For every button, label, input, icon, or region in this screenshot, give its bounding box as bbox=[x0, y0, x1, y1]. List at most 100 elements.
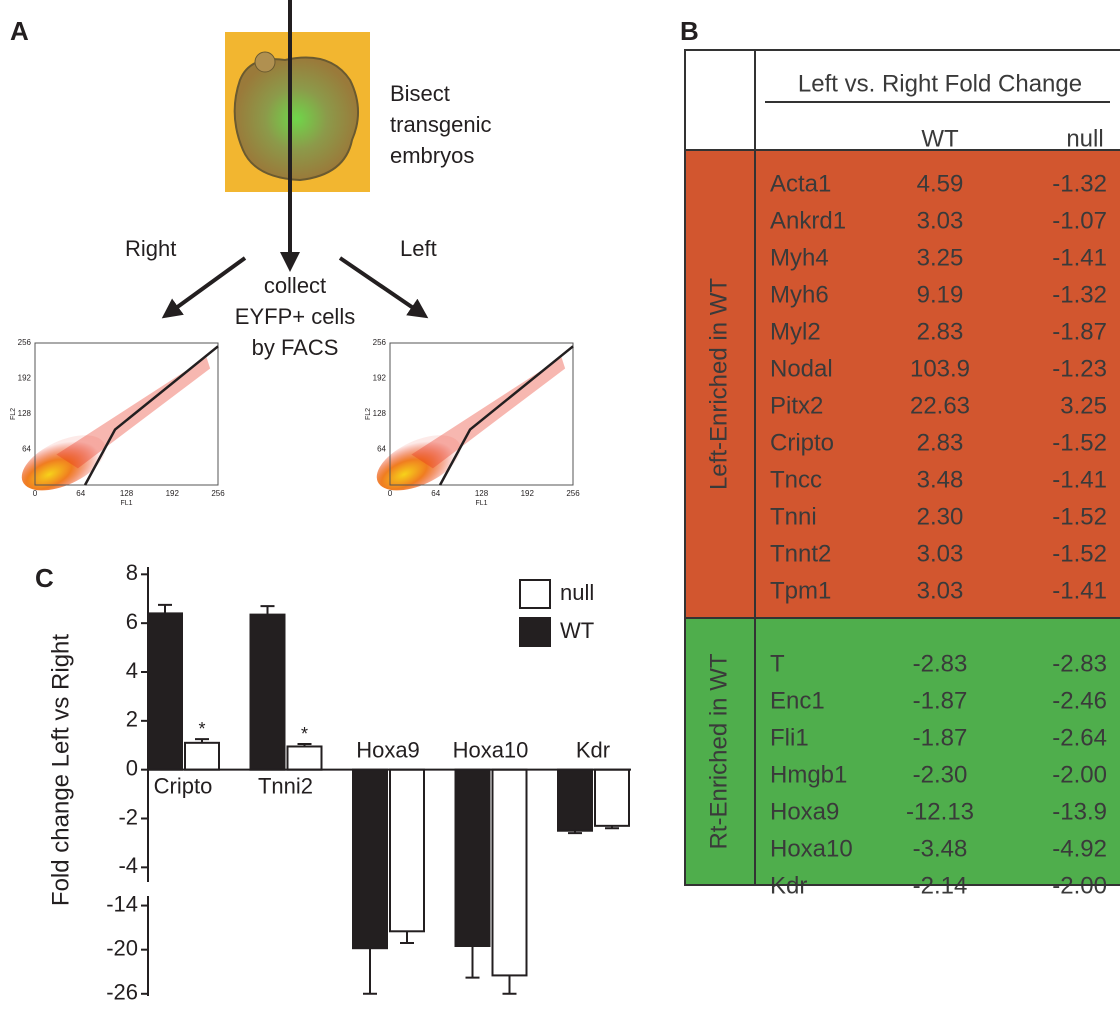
table-cell: 22.63 bbox=[910, 392, 970, 419]
x-tick-label: 0 bbox=[388, 489, 393, 498]
y-tick-label: 64 bbox=[377, 445, 386, 454]
significance-marker: * bbox=[198, 719, 205, 739]
x-tick-label: 64 bbox=[76, 489, 85, 498]
panel-label: B bbox=[680, 16, 699, 46]
column-header: WT bbox=[921, 125, 959, 152]
bar bbox=[456, 770, 490, 946]
bar bbox=[251, 615, 285, 770]
y-axis-label: FL2 bbox=[10, 408, 17, 420]
gene-name: Myh4 bbox=[770, 244, 829, 271]
bar bbox=[353, 770, 387, 949]
y-tick-label: 2 bbox=[126, 707, 138, 732]
x-axis-label: FL1 bbox=[475, 500, 487, 507]
y-tick-label: 192 bbox=[18, 374, 32, 383]
error-bar bbox=[400, 931, 414, 943]
table-cell: -1.23 bbox=[1052, 355, 1107, 382]
table-cell: -2.64 bbox=[1052, 724, 1107, 751]
error-bar bbox=[363, 948, 377, 994]
table-cell: -1.41 bbox=[1052, 466, 1107, 493]
error-bar bbox=[466, 946, 480, 978]
step-label: by FACS bbox=[252, 335, 339, 360]
group-label: Rt-Enriched in WT bbox=[705, 653, 732, 849]
step-label: Bisect bbox=[390, 81, 450, 106]
gene-name: Enc1 bbox=[770, 687, 825, 714]
x-tick-label: 128 bbox=[475, 489, 489, 498]
table-header: Left vs. Right Fold Change bbox=[798, 70, 1082, 97]
direction-label: Left bbox=[400, 236, 437, 261]
y-tick-label: 0 bbox=[126, 755, 138, 780]
y-tick-label: 128 bbox=[18, 409, 32, 418]
x-tick-label: 64 bbox=[431, 489, 440, 498]
bar bbox=[595, 770, 629, 826]
table-cell: 3.25 bbox=[1060, 392, 1107, 419]
gene-name: Tnnt2 bbox=[770, 540, 831, 567]
y-tick-label: 4 bbox=[126, 658, 138, 683]
bar bbox=[185, 743, 219, 770]
cell-cloud bbox=[56, 357, 210, 468]
table-cell: -1.32 bbox=[1052, 170, 1107, 197]
bar bbox=[558, 770, 592, 831]
table-cell: -1.87 bbox=[913, 687, 968, 714]
legend-swatch bbox=[520, 580, 550, 608]
error-bar bbox=[261, 606, 275, 615]
table-cell: -1.87 bbox=[913, 724, 968, 751]
y-tick-label: 256 bbox=[18, 338, 32, 347]
table-cell: 9.19 bbox=[917, 281, 964, 308]
table-cell: -1.41 bbox=[1052, 577, 1107, 604]
table-cell: -1.07 bbox=[1052, 207, 1107, 234]
gene-name: Tpm1 bbox=[770, 577, 831, 604]
y-axis-label: Fold change Left vs Right bbox=[47, 634, 74, 906]
legend-label: WT bbox=[560, 618, 594, 643]
gene-name: Hmgb1 bbox=[770, 761, 847, 788]
gene-name: Myl2 bbox=[770, 318, 821, 345]
table-cell: -13.9 bbox=[1052, 798, 1107, 825]
direction-label: Right bbox=[125, 236, 176, 261]
column-header: null bbox=[1066, 125, 1103, 152]
y-tick-label: -26 bbox=[106, 980, 138, 1005]
panel-label: C bbox=[35, 563, 54, 593]
table-cell: -12.13 bbox=[906, 798, 974, 825]
gene-name: Fli1 bbox=[770, 724, 809, 751]
table-cell: -2.30 bbox=[913, 761, 968, 788]
gene-name: Cripto bbox=[770, 429, 834, 456]
y-tick-label: 64 bbox=[22, 445, 31, 454]
step-label: EYFP+ cells bbox=[235, 304, 355, 329]
x-tick-label: Cripto bbox=[154, 773, 213, 798]
y-tick-label: -4 bbox=[118, 853, 138, 878]
x-tick-label: 256 bbox=[211, 489, 225, 498]
step-label: embryos bbox=[390, 143, 474, 168]
x-tick-label: 192 bbox=[166, 489, 180, 498]
bar bbox=[288, 746, 322, 769]
y-tick-label: -14 bbox=[106, 891, 138, 916]
bar bbox=[493, 770, 527, 976]
x-tick-label: Kdr bbox=[576, 737, 610, 762]
x-axis-label: FL1 bbox=[120, 500, 132, 507]
table-cell: -2.00 bbox=[1052, 761, 1107, 788]
table-cell: 3.48 bbox=[917, 466, 964, 493]
x-tick-label: 192 bbox=[521, 489, 535, 498]
x-tick-label: 256 bbox=[566, 489, 580, 498]
figure: A B C BisecttransgenicembryoscollectEYFP… bbox=[0, 0, 1120, 1013]
table-cell: -2.83 bbox=[913, 650, 968, 677]
y-tick-label: 192 bbox=[373, 374, 387, 383]
table-cell: 3.25 bbox=[917, 244, 964, 271]
table-cell: 3.03 bbox=[917, 577, 964, 604]
table-cell: 2.83 bbox=[917, 429, 964, 456]
gene-name: Hoxa10 bbox=[770, 835, 853, 862]
gene-name: Hoxa9 bbox=[770, 798, 839, 825]
y-tick-label: 256 bbox=[373, 338, 387, 347]
table-cell: -1.52 bbox=[1052, 503, 1107, 530]
group-label: Left-Enriched in WT bbox=[705, 278, 732, 490]
table-cell: -2.46 bbox=[1052, 687, 1107, 714]
table-cell: -2.83 bbox=[1052, 650, 1107, 677]
legend-swatch bbox=[520, 618, 550, 646]
significance-marker: * bbox=[301, 724, 308, 744]
panel-label: A bbox=[10, 16, 29, 46]
y-tick-label: 6 bbox=[126, 609, 138, 634]
gene-name: Myh6 bbox=[770, 281, 829, 308]
bar bbox=[390, 770, 424, 932]
y-tick-label: 8 bbox=[126, 560, 138, 585]
facs-plots: 06412819225664128192256FL1FL206412819225… bbox=[10, 338, 580, 507]
table-cell: 4.59 bbox=[917, 170, 964, 197]
gene-name: T bbox=[770, 650, 785, 677]
